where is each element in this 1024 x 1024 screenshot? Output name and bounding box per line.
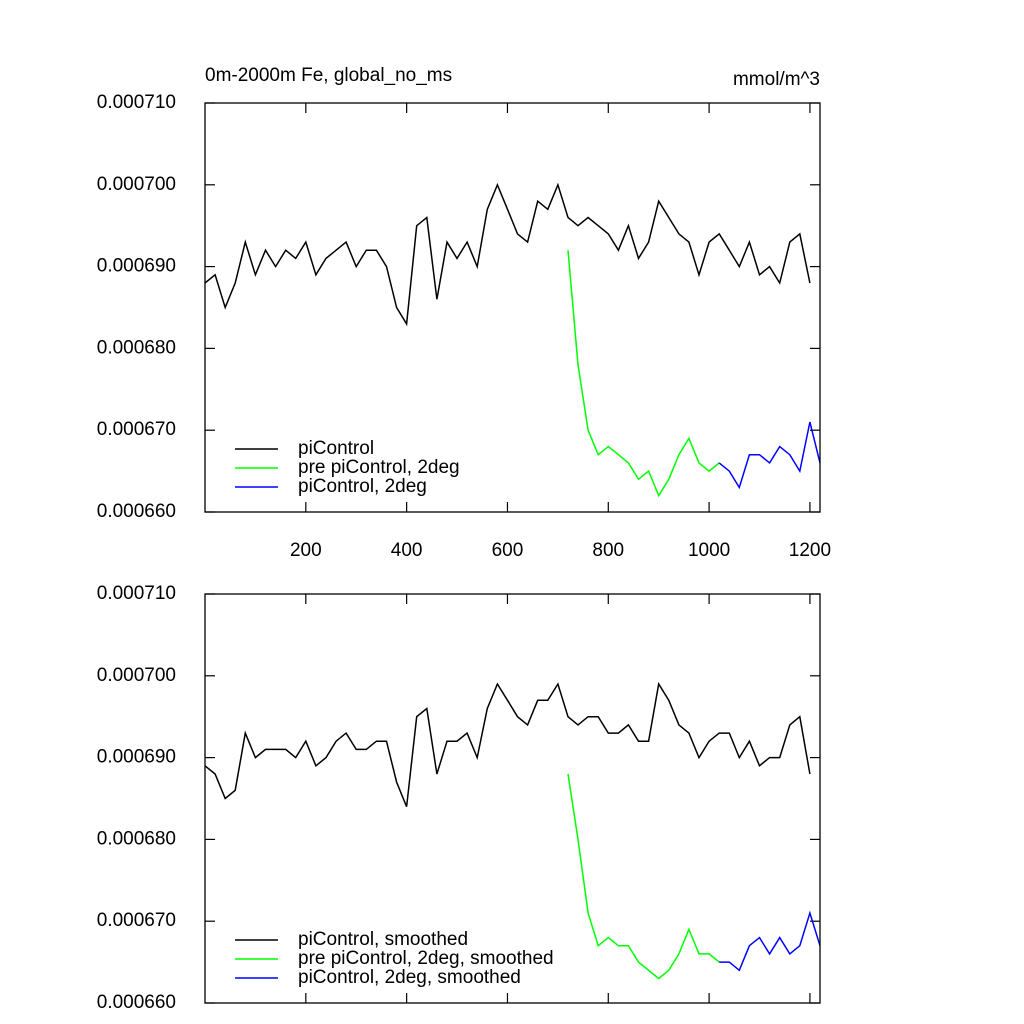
legend-label: pre piControl, 2deg — [298, 457, 460, 478]
x-tick-label: 800 — [592, 540, 624, 561]
x-tick-label: 400 — [391, 540, 423, 561]
y-tick-label: 0.000680 — [97, 828, 176, 849]
y-tick-label: 0.000700 — [97, 174, 176, 195]
series-line — [567, 250, 720, 498]
y-tick-label: 0.000690 — [97, 747, 176, 768]
plot-frame — [204, 102, 821, 513]
series-line — [718, 421, 821, 490]
y-units: mmol/m^3 — [733, 69, 820, 90]
y-tick-label: 0.000680 — [97, 337, 176, 358]
series-line — [719, 910, 821, 972]
legend-label: pre piControl, 2deg, smoothed — [298, 948, 554, 969]
x-tick-label: 200 — [290, 540, 322, 561]
y-tick-label: 0.000700 — [97, 665, 176, 686]
legend-label: piControl, smoothed — [298, 929, 468, 950]
x-tick-label: 1200 — [789, 540, 831, 561]
series-line — [567, 773, 720, 980]
y-tick-label: 0.000670 — [97, 419, 176, 440]
chart-title: 0m-2000m Fe, global_no_ms — [205, 65, 452, 86]
legend-label: piControl, 2deg — [298, 476, 427, 497]
series-line — [204, 182, 811, 327]
x-tick-label: 600 — [492, 540, 524, 561]
y-tick-label: 0.000710 — [97, 92, 176, 113]
legend-label: piControl, 2deg, smoothed — [298, 967, 521, 988]
legend-label: piControl — [298, 438, 374, 459]
y-tick-label: 0.000660 — [97, 501, 176, 522]
y-tick-label: 0.000690 — [97, 256, 176, 277]
y-tick-label: 0.000660 — [97, 992, 176, 1013]
plot-frame — [204, 593, 821, 1004]
y-tick-label: 0.000710 — [97, 583, 176, 604]
series-line — [204, 681, 811, 807]
y-tick-label: 0.000670 — [97, 910, 176, 931]
x-tick-label: 1000 — [688, 540, 730, 561]
